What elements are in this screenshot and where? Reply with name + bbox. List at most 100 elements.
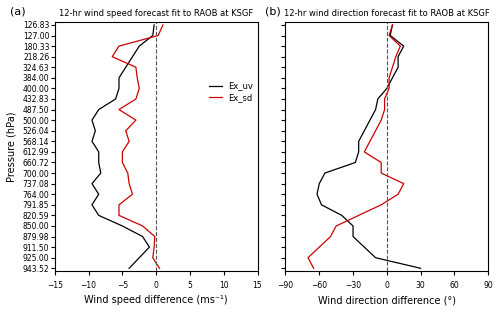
Ex_sd [122,129,128,133]
Ex_uv [390,23,396,27]
Ex_uv [96,193,102,196]
Ex_sd [116,203,122,207]
Ex_uv [356,150,362,154]
Ex_uv [362,245,368,249]
Ex_sd [390,23,396,27]
Ex_uv [146,245,152,249]
Ex_sd [362,150,368,154]
Ex_sd [130,193,136,196]
Ex_uv [122,66,128,69]
Title: 12-hr wind speed forecast fit to RAOB at KSGF: 12-hr wind speed forecast fit to RAOB at… [59,9,254,18]
Ex_sd [390,66,396,69]
Ex_sd [116,44,122,48]
Ex_uv [350,235,356,238]
Ex_uv [339,213,345,217]
Ex_sd [310,266,316,270]
Ex_uv [116,86,122,90]
Ex_sd [116,108,122,111]
Ex_uv [89,118,95,122]
Ex_sd [133,118,139,122]
Ex_sd [400,182,406,186]
Ex_uv [395,66,401,69]
Ex_uv [89,182,95,186]
Ex_uv [375,97,381,101]
Line: Ex_uv: Ex_uv [317,25,420,268]
X-axis label: Wind speed difference (ms⁻¹): Wind speed difference (ms⁻¹) [84,295,228,305]
Ex_sd [356,213,362,217]
Ex_uv [314,193,320,196]
Ex_uv [151,23,157,27]
Ex_uv [96,161,102,164]
Ex_sd [136,86,142,90]
Ex_uv [322,171,328,175]
Ex_uv [96,108,102,111]
Ex_uv [96,150,102,154]
Ex_sd [109,55,115,59]
Ex_sd [125,171,131,175]
Ex_uv [112,97,118,101]
Ex_uv [89,139,95,143]
Ex_sd [126,139,132,143]
Ex_uv [136,256,142,260]
Ex_uv [120,224,126,228]
Ex_uv [150,34,156,37]
Ex_uv [126,266,132,270]
Ex_uv [92,129,98,133]
Ex_sd [120,161,126,164]
Line: Ex_uv: Ex_uv [92,25,154,268]
Ex_sd [120,150,126,154]
Ex_uv [356,139,362,143]
Ex_sd [156,266,162,270]
Ex_sd [134,76,140,80]
Ex_sd [316,245,322,249]
Ex_uv [136,44,142,48]
Ex_uv [395,55,401,59]
Ex_sd [386,86,392,90]
Ex_uv [352,161,358,164]
Ex_uv [387,34,393,37]
Line: Ex_sd: Ex_sd [308,25,404,268]
X-axis label: Wind direction difference (°): Wind direction difference (°) [318,295,456,305]
Ex_uv [362,129,368,133]
Ex_sd [398,44,404,48]
Ex_sd [116,213,122,217]
Ex_uv [89,203,95,207]
Ex_uv [372,108,378,111]
Ex_sd [126,182,132,186]
Y-axis label: Pressure (hPa): Pressure (hPa) [7,111,17,182]
Ex_sd [155,34,161,37]
Ex_sd [372,129,378,133]
Ex_sd [133,66,139,69]
Ex_uv [130,55,136,59]
Line: Ex_sd: Ex_sd [112,25,163,268]
Ex_sd [395,193,401,196]
Ex_uv [350,224,356,228]
Text: (b): (b) [265,7,281,17]
Ex_uv [372,256,378,260]
Ex_sd [378,118,384,122]
Text: (a): (a) [10,7,26,17]
Ex_uv [96,213,102,217]
Ex_sd [151,245,157,249]
Ex_uv [98,171,104,175]
Ex_sd [378,161,384,164]
Ex_sd [382,108,388,111]
Ex_uv [316,182,322,186]
Title: 12-hr wind direction forecast fit to RAOB at KSGF: 12-hr wind direction forecast fit to RAO… [284,9,490,18]
Ex_sd [160,23,166,27]
Ex_sd [305,256,311,260]
Ex_sd [140,224,145,228]
Ex_sd [393,55,399,59]
Legend: Ex_uv, Ex_sd: Ex_uv, Ex_sd [210,81,254,102]
Ex_sd [378,171,384,175]
Ex_sd [378,203,384,207]
Ex_uv [400,44,406,48]
Ex_uv [384,86,390,90]
Ex_uv [140,235,145,238]
Ex_uv [318,203,324,207]
Ex_sd [328,235,334,238]
Ex_sd [152,235,158,238]
Ex_sd [333,224,339,228]
Ex_sd [382,97,388,101]
Ex_uv [116,76,122,80]
